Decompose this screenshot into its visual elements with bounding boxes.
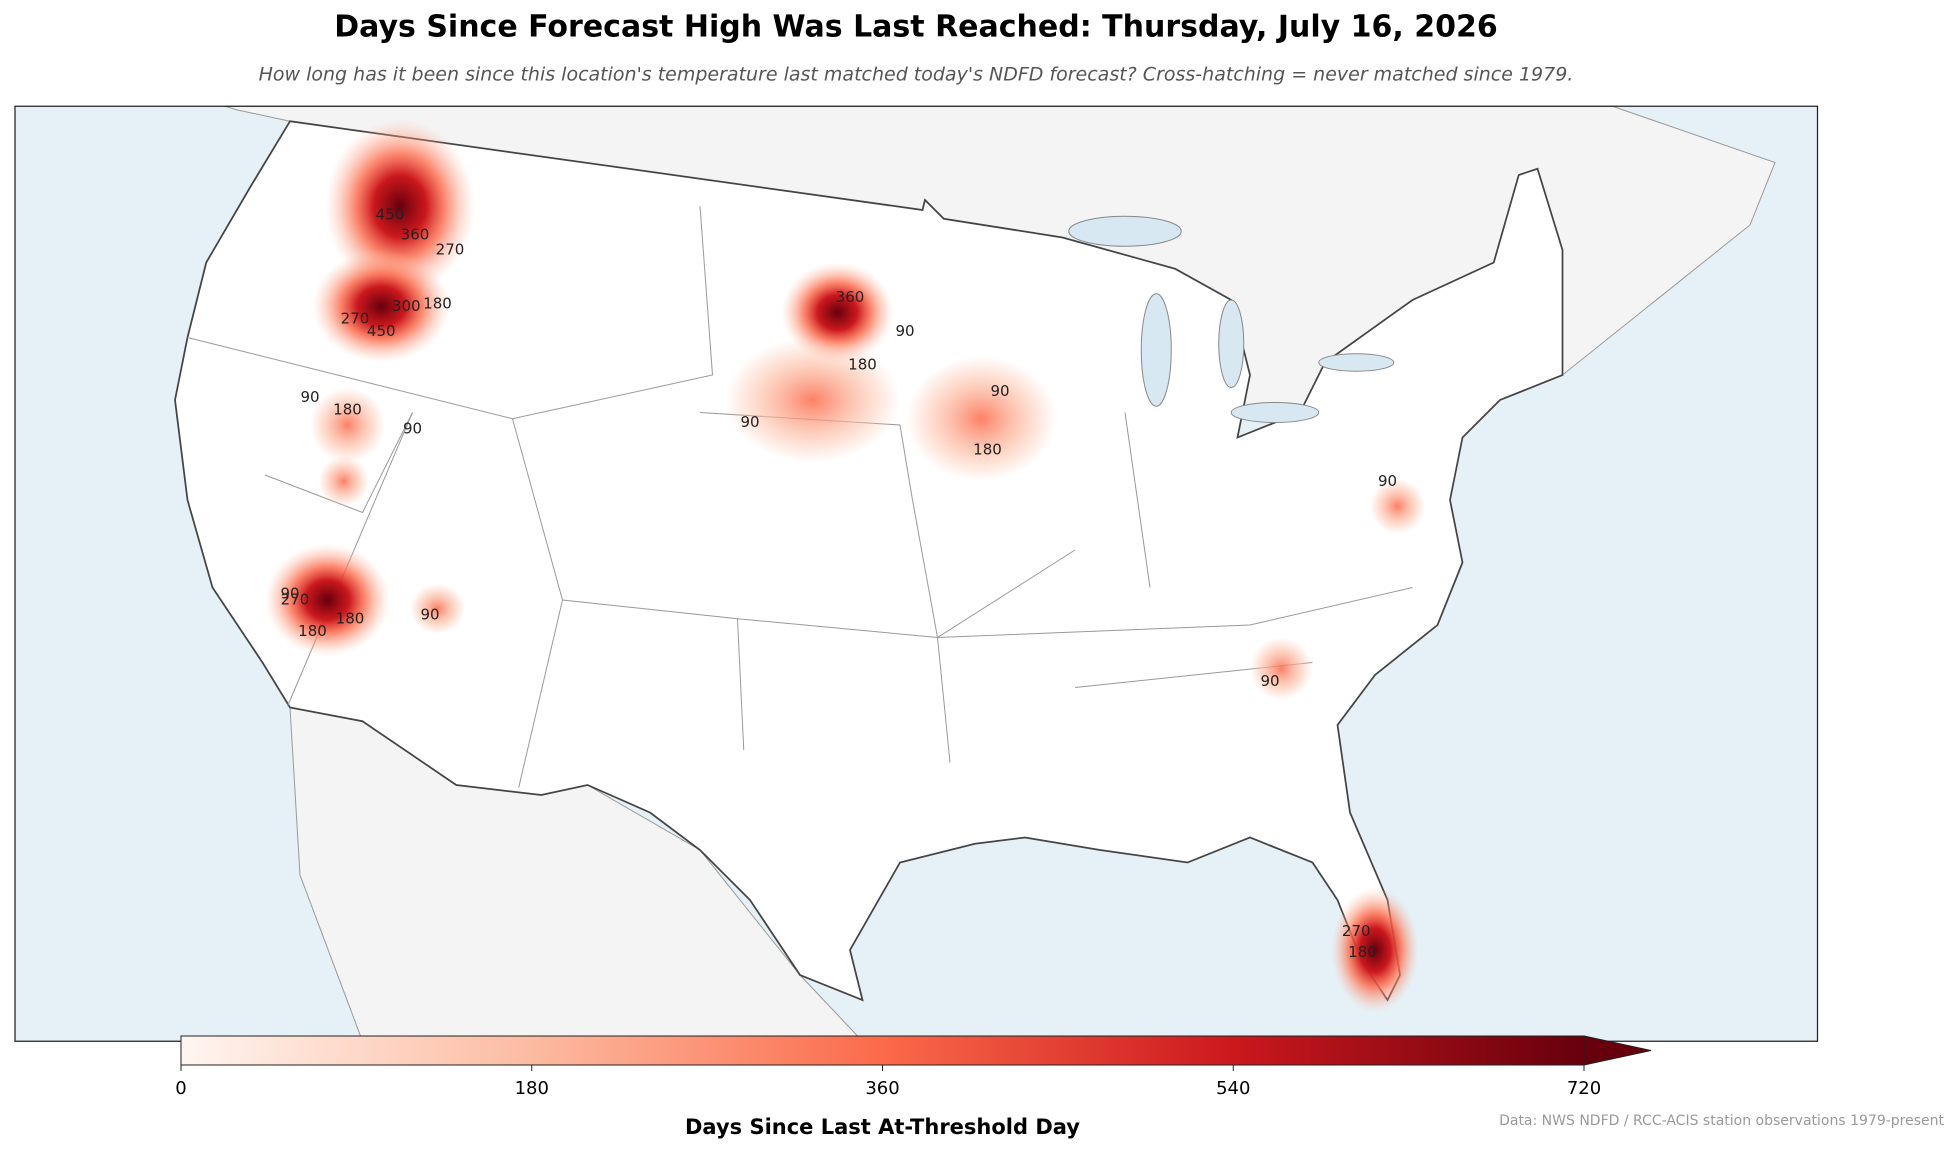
contour-label: 90 — [300, 388, 319, 406]
contour-label: 270 — [281, 591, 310, 609]
contour-label: 90 — [403, 419, 422, 437]
contour-label: 180 — [298, 622, 327, 640]
colorbar-tick-label: 180 — [515, 1078, 549, 1099]
contour-label: 180 — [423, 294, 452, 312]
contour-label: 90 — [990, 382, 1009, 400]
contour-label: 90 — [895, 322, 914, 340]
contour-label: 180 — [973, 441, 1002, 459]
contour-label: 90 — [1260, 672, 1279, 690]
contour-label: 270 — [341, 309, 370, 327]
colorbar-body — [180, 1035, 1585, 1066]
contour-label: 90 — [420, 606, 439, 624]
contour-label: 180 — [333, 401, 362, 419]
great-lakes — [1068, 215, 1395, 423]
contour-label: 270 — [436, 241, 465, 259]
contour-label: 270 — [1342, 922, 1371, 940]
colorbar-tick-label: 720 — [1567, 1078, 1601, 1099]
colorbar-extension — [1583, 1035, 1652, 1066]
contour-label: 360 — [836, 288, 865, 306]
contour-label: 180 — [848, 356, 877, 374]
colorbar-tick-label: 540 — [1216, 1078, 1250, 1099]
colorbar-tick-label: 0 — [175, 1078, 186, 1099]
contour-label: 90 — [1378, 472, 1397, 490]
contour-label: 90 — [740, 413, 759, 431]
map — [14, 105, 1819, 1042]
contour-label: 300 — [392, 297, 421, 315]
contour-label: 450 — [376, 206, 405, 224]
colorbar: 0 180 360 540 720 Days Since Last At-Threshol… — [175, 1035, 1652, 1139]
colorbar-label: Days Since Last At-Threshold Day — [685, 1115, 1080, 1139]
contour-label: 90 — [280, 584, 299, 602]
contour-label: 180 — [1348, 943, 1377, 961]
title: Days Since Forecast High Was Last Reache… — [334, 10, 1498, 45]
contour-label: 450 — [367, 322, 396, 340]
colorbar-tick-label: 360 — [865, 1078, 899, 1099]
source-note: Data: NWS NDFD / RCC-ACIS station observ… — [1499, 1113, 1944, 1129]
contour-labels: 4503602701802704503001809027018090360180… — [280, 206, 1397, 962]
contour-label: 180 — [336, 609, 365, 627]
contour-label: 360 — [401, 226, 430, 244]
hotspots — [265, 118, 1425, 1013]
subtitle: How long has it been since this location… — [259, 64, 1574, 86]
